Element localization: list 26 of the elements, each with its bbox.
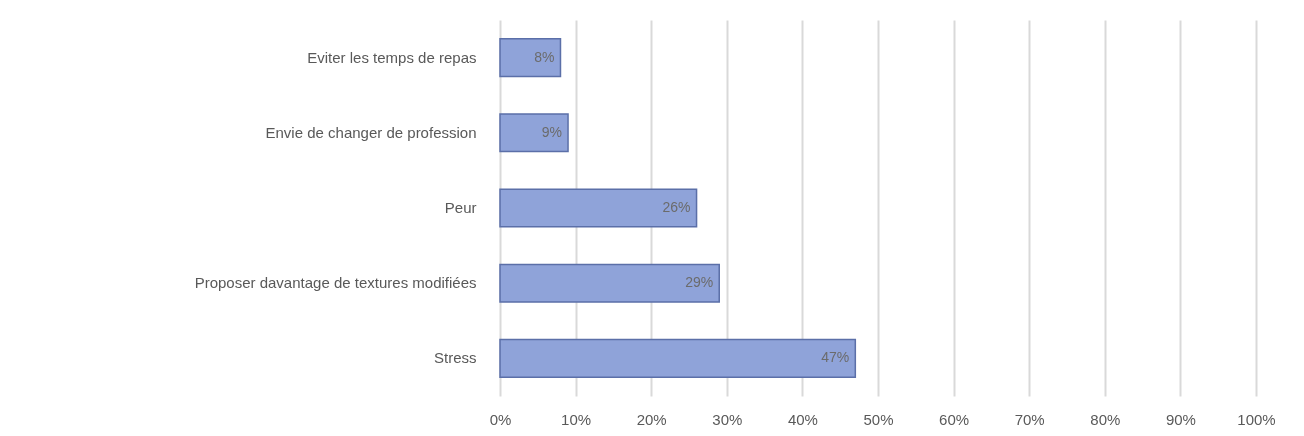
bar bbox=[499, 263, 720, 303]
data-label: 9% bbox=[541, 123, 563, 140]
x-tick-label: 0% bbox=[489, 410, 512, 428]
y-tick-label: Proposer davantage de textures modifiées bbox=[194, 274, 477, 292]
y-tick-label: Peur bbox=[444, 199, 477, 216]
x-tick-label: 80% bbox=[1090, 410, 1121, 428]
x-tick-label: 90% bbox=[1165, 410, 1196, 428]
data-label: 29% bbox=[685, 274, 714, 291]
y-tick-label: Eviter les temps de repas bbox=[307, 48, 477, 66]
y-tick-label: Stress bbox=[433, 349, 477, 367]
x-tick-label: 60% bbox=[939, 410, 970, 428]
data-label: 26% bbox=[662, 199, 691, 215]
bar bbox=[499, 188, 698, 228]
x-tick-label: 10% bbox=[561, 410, 592, 428]
x-tick-label: 20% bbox=[636, 410, 667, 428]
x-tick-label: 40% bbox=[787, 410, 818, 428]
bar bbox=[499, 113, 569, 153]
data-label: 8% bbox=[534, 48, 555, 65]
bar bbox=[499, 338, 857, 378]
x-tick-label: 50% bbox=[863, 410, 894, 428]
x-tick-label: 100% bbox=[1237, 410, 1276, 428]
y-tick-label: Envie de changer de profession bbox=[265, 123, 477, 141]
data-label: 47% bbox=[821, 349, 850, 366]
bar bbox=[499, 38, 562, 78]
x-tick-label: 30% bbox=[712, 410, 743, 428]
x-tick-label: 70% bbox=[1014, 410, 1045, 428]
